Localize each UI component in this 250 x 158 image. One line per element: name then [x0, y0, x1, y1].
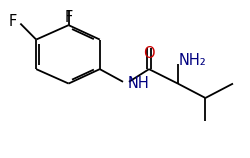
Text: NH: NH [128, 76, 149, 91]
Text: F: F [64, 10, 73, 25]
Text: NH₂: NH₂ [179, 53, 207, 68]
Text: O: O [143, 46, 155, 61]
Text: F: F [9, 14, 17, 29]
